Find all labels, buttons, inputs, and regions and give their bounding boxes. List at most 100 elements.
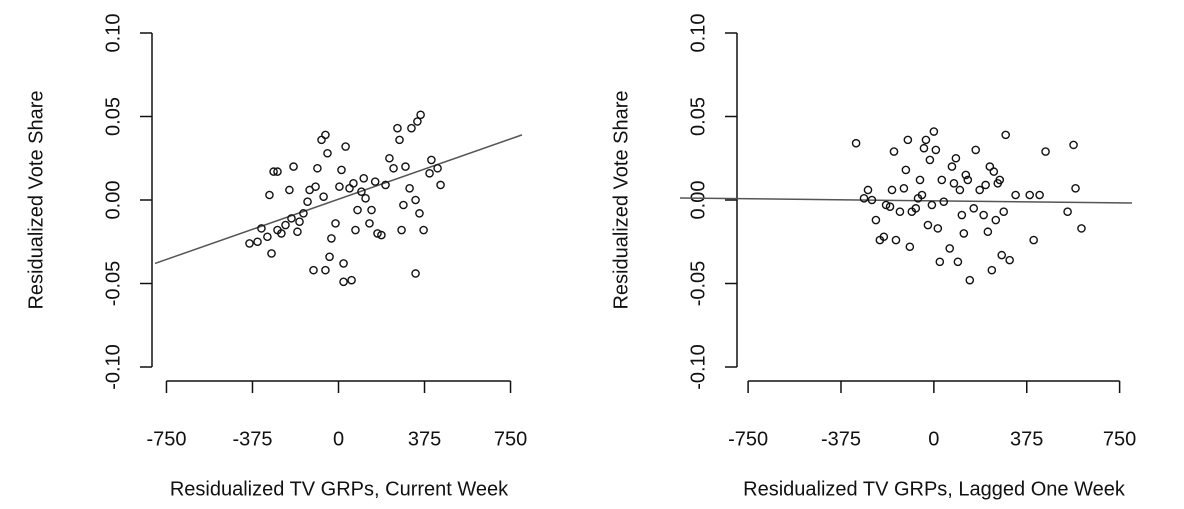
point xyxy=(1077,224,1086,233)
y-tick-label: -0.10 xyxy=(687,344,709,390)
y-tick-label: 0.05 xyxy=(102,97,124,136)
point xyxy=(381,180,390,190)
point xyxy=(377,230,386,240)
fit-line xyxy=(154,134,523,265)
y-tick-label: 0.00 xyxy=(687,181,709,220)
point xyxy=(971,145,981,155)
point xyxy=(436,180,445,190)
point xyxy=(955,185,965,195)
point xyxy=(321,130,330,140)
point xyxy=(263,232,272,242)
x-tick-label: -750 xyxy=(728,428,768,450)
point xyxy=(349,178,358,188)
point xyxy=(951,153,961,163)
y-tick-label: -0.05 xyxy=(102,261,124,307)
point xyxy=(945,244,955,253)
point xyxy=(331,219,340,228)
point xyxy=(889,147,899,156)
point xyxy=(370,177,380,186)
x-tick-label: 0 xyxy=(928,428,939,450)
point xyxy=(947,162,957,171)
point xyxy=(885,202,895,211)
point xyxy=(965,275,975,285)
point xyxy=(405,184,414,193)
point xyxy=(339,277,348,287)
point xyxy=(903,135,913,145)
point xyxy=(931,145,941,155)
point xyxy=(879,232,889,242)
x-axis-label: Residualized TV GRPs, Current Week xyxy=(170,478,509,500)
point xyxy=(273,167,282,176)
point xyxy=(1071,184,1080,193)
point xyxy=(245,239,254,248)
point xyxy=(985,162,995,171)
point xyxy=(267,249,276,258)
point xyxy=(293,227,302,237)
point xyxy=(321,265,330,275)
point xyxy=(277,229,286,238)
point xyxy=(959,229,969,238)
point xyxy=(309,265,318,275)
point xyxy=(983,227,993,237)
point xyxy=(937,175,947,185)
point xyxy=(299,209,308,218)
y-tick-label: 0.10 xyxy=(102,14,124,53)
point xyxy=(257,224,266,233)
point xyxy=(1025,190,1035,200)
point xyxy=(407,123,416,133)
point xyxy=(929,127,939,136)
point xyxy=(963,175,973,185)
point xyxy=(1029,235,1038,245)
point xyxy=(961,170,971,180)
point xyxy=(413,117,422,126)
point xyxy=(353,205,362,215)
x-tick-label: -375 xyxy=(821,428,861,450)
point xyxy=(347,275,356,285)
x-tick-label: 750 xyxy=(494,428,527,450)
point xyxy=(891,235,901,245)
y-axis-label: Residualized Vote Share xyxy=(610,90,632,309)
point xyxy=(899,184,909,193)
point xyxy=(1001,130,1010,140)
point xyxy=(269,167,278,176)
point xyxy=(927,200,937,210)
point xyxy=(385,153,394,163)
point xyxy=(887,185,897,195)
point xyxy=(901,165,911,175)
point xyxy=(416,110,425,120)
point xyxy=(303,197,312,206)
point xyxy=(919,143,929,153)
point xyxy=(345,184,354,193)
point xyxy=(253,237,262,247)
y-tick-label: -0.05 xyxy=(687,261,709,307)
point xyxy=(339,259,348,268)
point xyxy=(335,182,344,191)
point xyxy=(995,175,1005,185)
fit-line xyxy=(679,197,1133,204)
point xyxy=(933,224,943,233)
y-tick-label: 0.05 xyxy=(687,97,709,136)
x-axis-label: Residualized TV GRPs, Lagged One Week xyxy=(743,478,1126,500)
point xyxy=(1069,140,1078,150)
point xyxy=(981,180,990,190)
point xyxy=(975,185,984,195)
point xyxy=(1063,207,1072,216)
point xyxy=(411,195,420,205)
point xyxy=(923,220,933,230)
x-tick-label: -750 xyxy=(146,428,186,450)
x-tick-label: -375 xyxy=(232,428,272,450)
point xyxy=(1011,190,1020,200)
y-axis-label: Residualized Vote Share xyxy=(25,90,47,309)
point xyxy=(399,200,408,210)
point xyxy=(393,123,402,133)
point xyxy=(425,168,434,178)
point xyxy=(357,187,366,196)
point xyxy=(871,215,881,225)
point xyxy=(419,225,428,235)
point xyxy=(999,207,1009,216)
point xyxy=(359,173,369,183)
point xyxy=(989,167,999,176)
y-tick-label: -0.10 xyxy=(102,344,124,390)
point xyxy=(317,135,326,145)
point xyxy=(389,163,398,173)
